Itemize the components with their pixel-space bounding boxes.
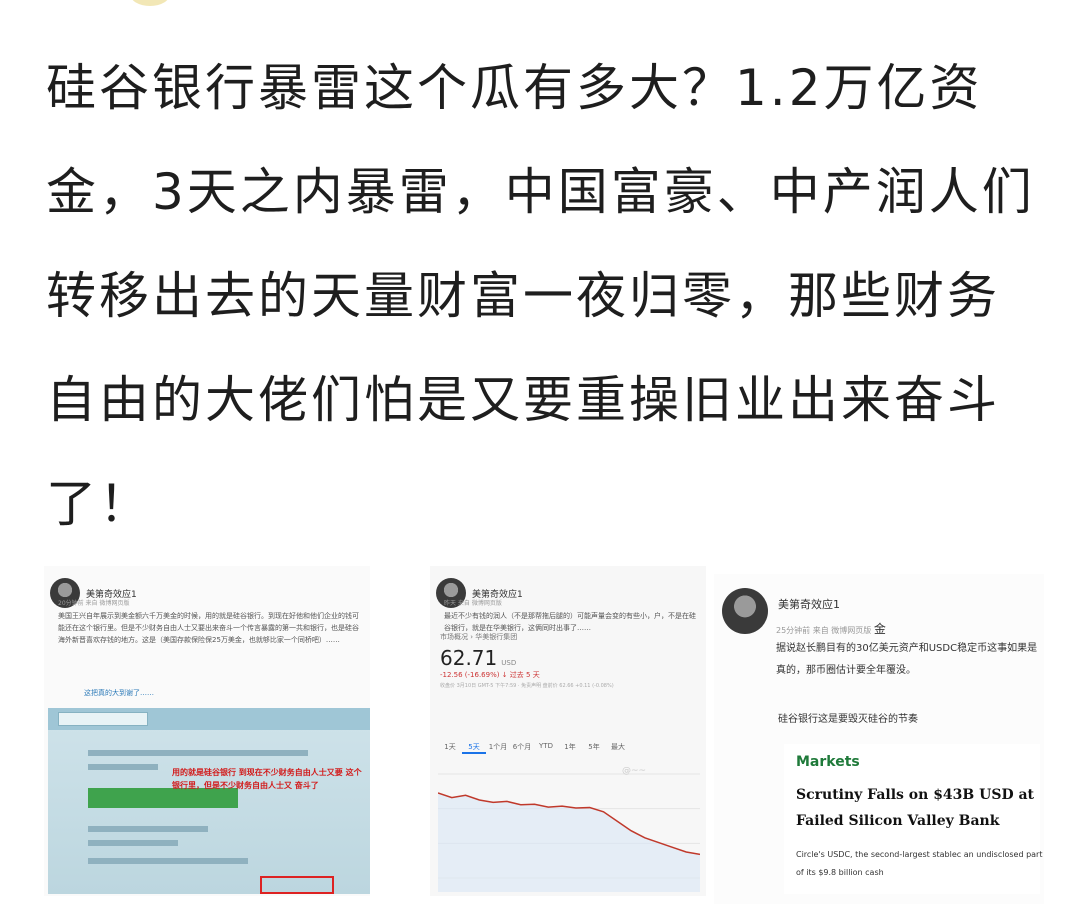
range-tab[interactable]: 1个月 xyxy=(488,743,508,751)
overlay-text: 用的就是硅谷银行 到现在不少财务自由人士又要 这个银行里，但是不少财务自由人士又… xyxy=(172,768,362,790)
article-body: Circle's USDC, the second-largest stable… xyxy=(796,850,1043,877)
text-line xyxy=(88,826,208,832)
price-line xyxy=(438,792,700,856)
range-tab[interactable]: 最大 xyxy=(611,743,625,751)
thumb-header: 美第奇效应1 xyxy=(722,588,840,634)
thumb-header: 美第奇效应1 xyxy=(50,578,137,608)
post-text: 美国王兴自年展示到美金额六千万美金的时候，用的就是硅谷银行。到现在好他和他们企业… xyxy=(58,612,359,644)
avatar xyxy=(722,588,768,634)
price-note: 收盘价 3月10日 GMT-5 下午7:59 · 免责声明 盘前价 62.66 … xyxy=(440,683,614,689)
article-kicker: Markets xyxy=(796,754,860,770)
news-article: Markets Scrutiny Falls on $43B USD at Fa… xyxy=(784,744,1042,894)
post-meta: 20分钟前 来自 微博网页版 xyxy=(58,600,130,607)
image-grid: 美第奇效应1 20分钟前 来自 微博网页版 美国王兴自年展示到美金额六千万美金的… xyxy=(44,566,1044,906)
author-name: 美第奇效应1 xyxy=(472,589,523,600)
watermark: @~~ xyxy=(622,766,647,776)
post-meta-text: 25分钟前 来自 微博网页版 xyxy=(776,626,872,635)
range-tab[interactable]: YTD xyxy=(539,742,553,750)
breadcrumb: 市场概况 › 华美银行集团 xyxy=(440,633,518,641)
currency-label: USD xyxy=(501,659,517,667)
author-name: 美第奇效应1 xyxy=(778,598,840,611)
text-line xyxy=(88,764,158,770)
text-line xyxy=(88,840,178,846)
post-text: 硅谷银行暴雷这个瓜有多大？1.2万亿资金，3天之内暴雷，中国富豪、中产润人们转移… xyxy=(46,59,1035,533)
article-title: Scrutiny Falls on $43B USD at Failed Sil… xyxy=(796,787,1034,829)
price-change: -12.56 (-16.69%) ↓ 过去 5 天 xyxy=(440,671,540,679)
range-tab[interactable]: 6个月 xyxy=(512,743,532,751)
range-tab[interactable]: 5年 xyxy=(588,743,600,751)
price-area xyxy=(438,792,700,892)
post-meta: 昨天 来自 微博网页版 xyxy=(444,600,502,607)
image-thumbnail-2[interactable]: 美第奇效应1 昨天 来自 微博网页版 最近不少有钱的润人（不是那帮拖后腿的）可能… xyxy=(430,566,706,896)
text-line xyxy=(88,750,308,756)
price-value: 62.71 xyxy=(440,646,498,670)
range-tab[interactable]: 1年 xyxy=(564,743,576,751)
range-tabs: 1天 5天 1个月 6个月 YTD 1年 5年 最大 xyxy=(438,742,630,754)
post-text: 据说赵长鹏目有的30亿美元资产和USDC稳定币这事如果是真的，那币圈估计要全年覆… xyxy=(776,643,1038,676)
image-thumbnail-1[interactable]: 美第奇效应1 20分钟前 来自 微博网页版 美国王兴自年展示到美金额六千万美金的… xyxy=(44,566,370,896)
post-link: 这把真的大到谢了…… xyxy=(84,689,154,697)
avatar xyxy=(50,578,80,608)
price-chart xyxy=(438,773,700,892)
image-thumbnail-3[interactable]: 美第奇效应1 25分钟前 来自 微博网页版 金 据说赵长鹏目有的30亿美元资产和… xyxy=(714,574,1044,904)
stock-price: 62.71 USD xyxy=(440,646,516,670)
browser-tab xyxy=(58,712,148,726)
embedded-screenshot: 用的就是硅谷银行 到现在不少财务自由人士又要 这个银行里，但是不少财务自由人士又… xyxy=(48,708,370,894)
range-tab[interactable]: 1天 xyxy=(444,743,456,751)
author-name: 美第奇效应1 xyxy=(86,589,137,600)
highlight-box xyxy=(260,876,334,894)
avatar xyxy=(436,578,466,608)
thumb-header: 美第奇效应1 xyxy=(436,578,523,608)
green-banner xyxy=(88,788,238,808)
post-text: 最近不少有钱的润人（不是那帮拖后腿的）可能声量会变的有些小，户，不是在硅谷银行，… xyxy=(444,612,696,632)
range-tab[interactable]: 5天 xyxy=(462,742,486,754)
avatar[interactable] xyxy=(130,0,170,6)
post-meta: 25分钟前 来自 微博网页版 金 xyxy=(776,620,886,637)
post-tagline: 硅谷银行这是要毁灭硅谷的节奏 xyxy=(778,714,918,725)
corner-glyph: 金 xyxy=(873,622,886,636)
text-line xyxy=(88,858,248,864)
